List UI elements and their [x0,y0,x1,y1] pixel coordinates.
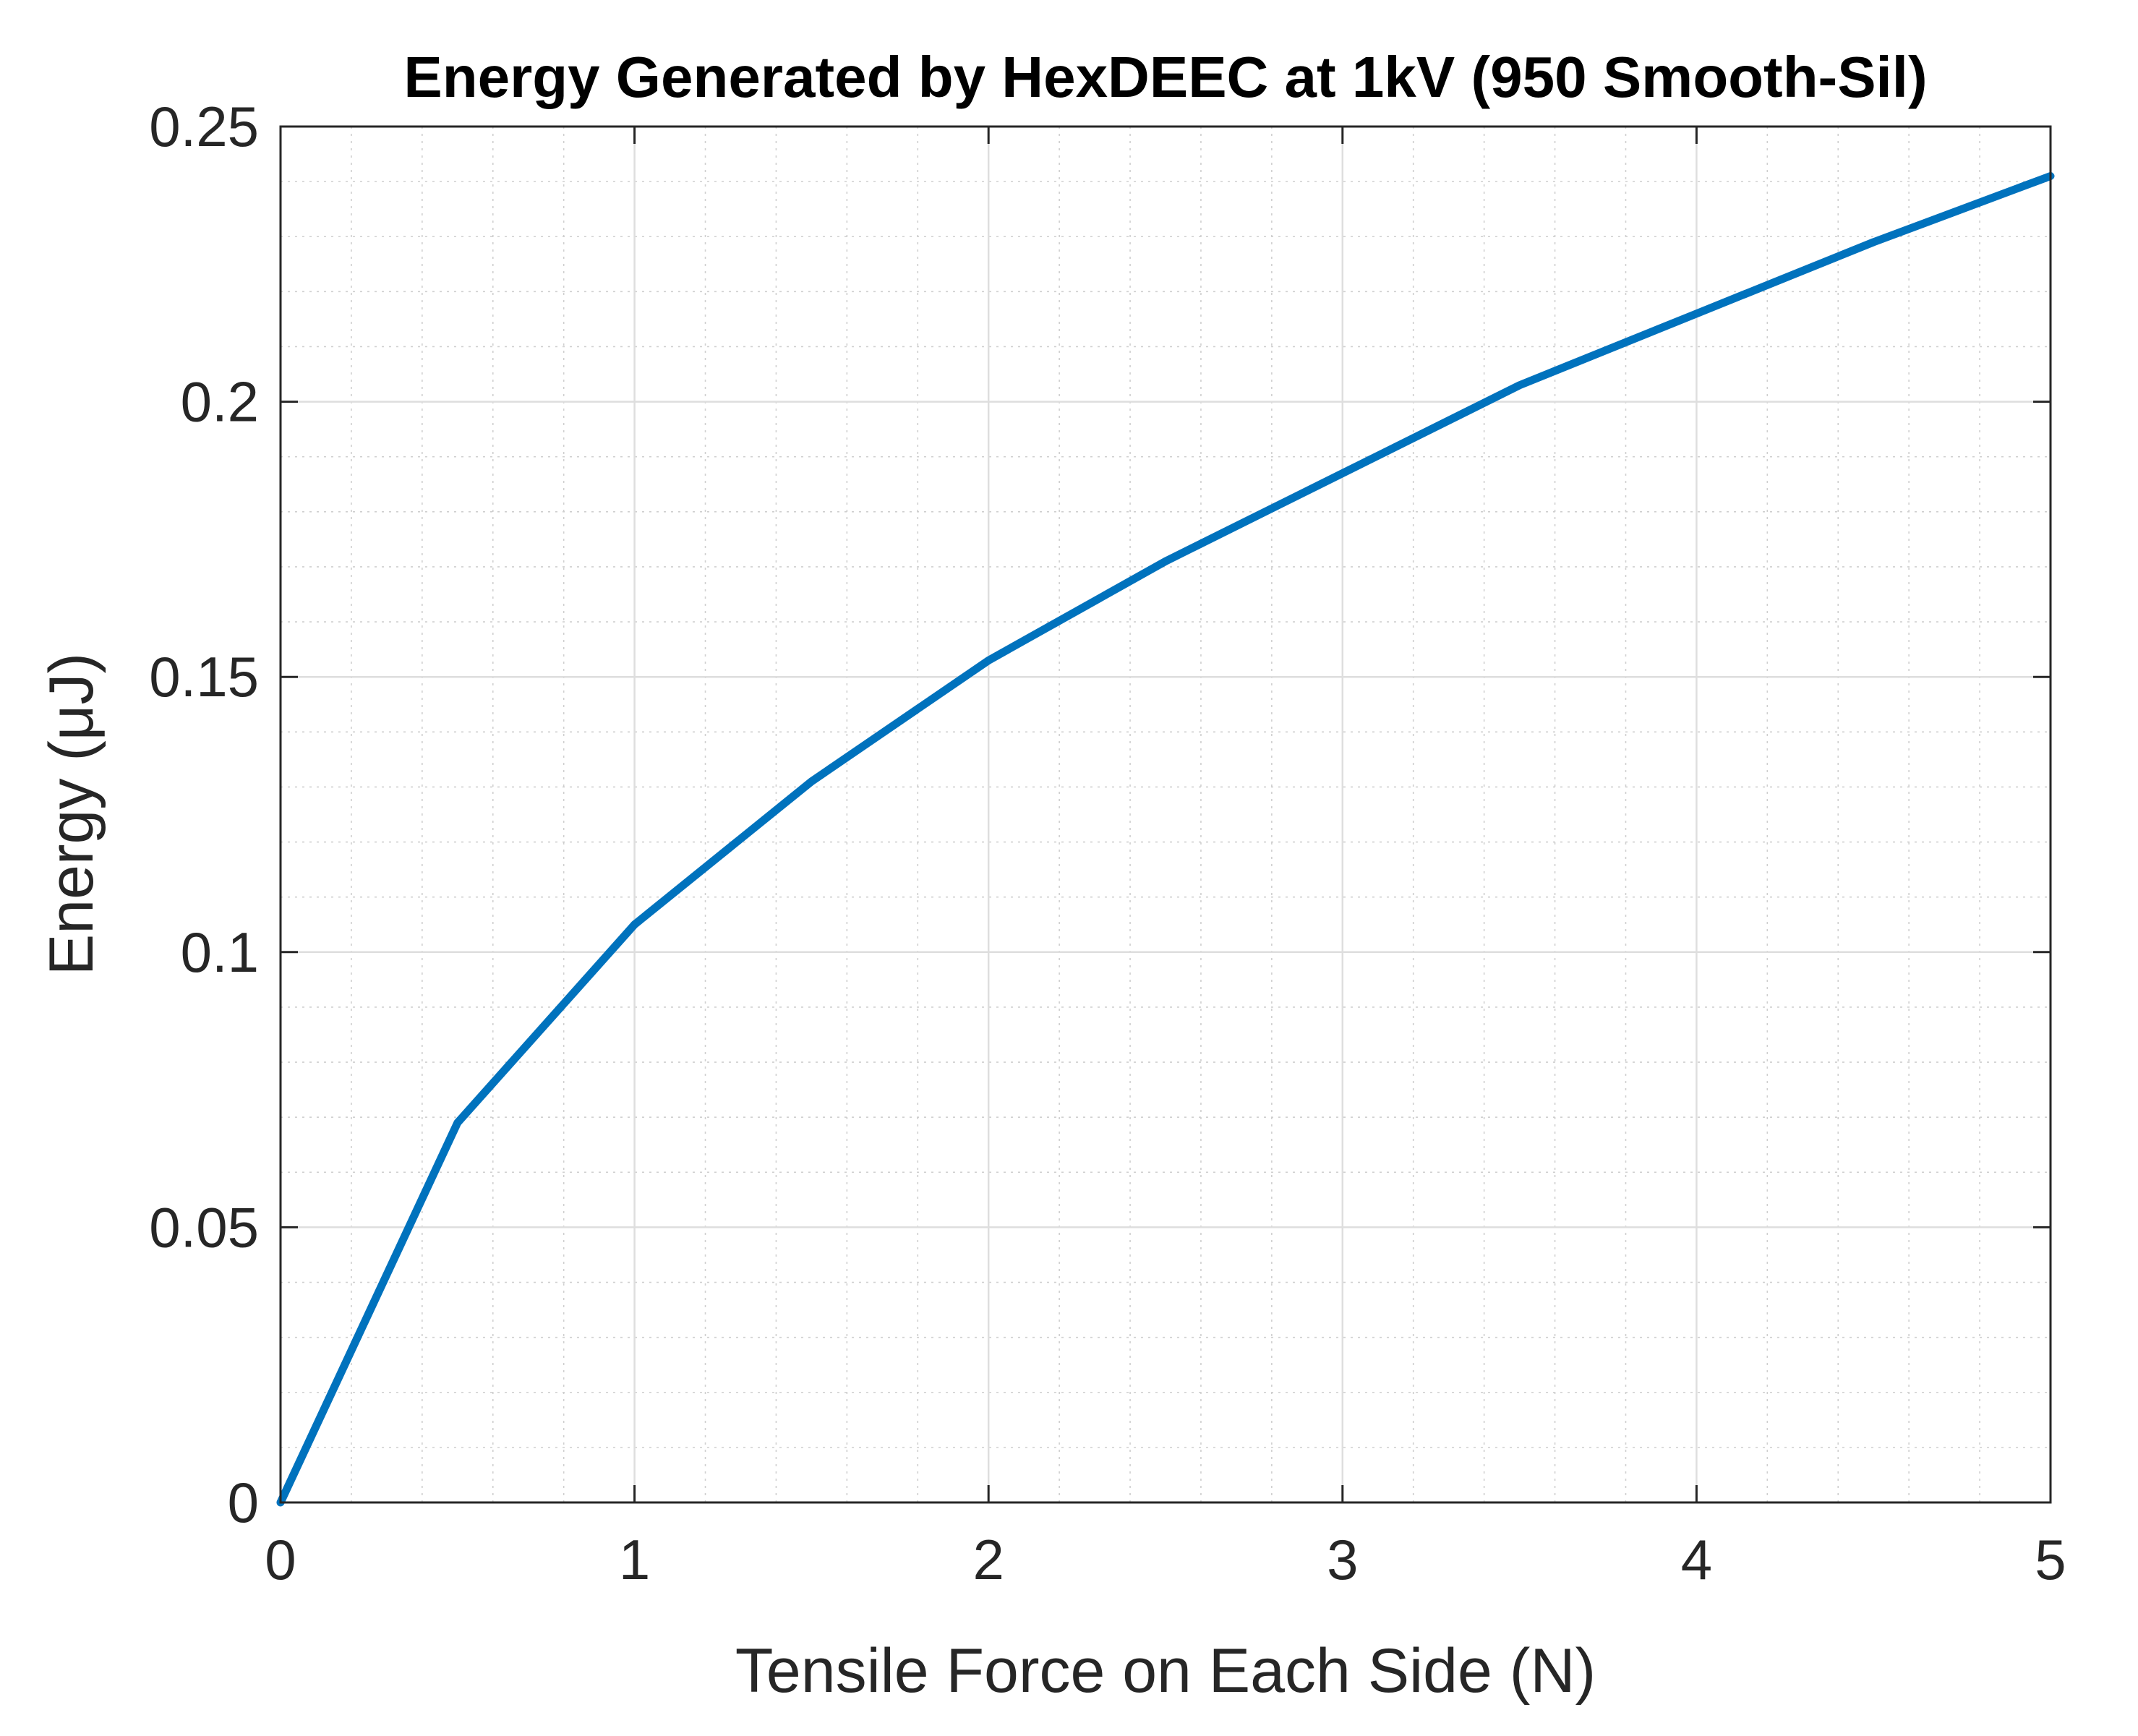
x-tick-label: 4 [1681,1528,1712,1591]
y-tick-labels: 0 0.05 0.1 0.15 0.2 0.25 [149,95,259,1534]
minor-grid [281,127,2051,1502]
y-axis-label: Energy (μJ) [37,653,106,975]
series-line-energy [276,172,2055,1507]
x-tick-label: 0 [265,1528,296,1591]
x-tick-label: 5 [2035,1528,2066,1591]
x-tick-label: 3 [1327,1528,1358,1591]
x-tick-label: 2 [973,1528,1004,1591]
y-tick-label: 0 [228,1471,259,1534]
chart-title: Energy Generated by HexDEEC at 1kV (950 … [403,45,1927,109]
major-grid [281,127,2051,1502]
y-tick-label: 0.2 [181,370,259,434]
plot-area [281,127,2051,1502]
axes-box [279,125,2052,1504]
y-tick-label: 0.1 [181,920,259,984]
x-tick-labels: 0 1 2 3 4 5 [265,1528,2066,1591]
x-tick-label: 1 [619,1528,650,1591]
y-tick-label: 0.25 [149,95,259,158]
y-tick-label: 0.05 [149,1195,259,1259]
tick-marks [279,125,2052,1504]
series-layer [276,172,2055,1507]
x-axis-label: Tensile Force on Each Side (N) [735,1636,1596,1706]
y-tick-label: 0.15 [149,645,259,709]
